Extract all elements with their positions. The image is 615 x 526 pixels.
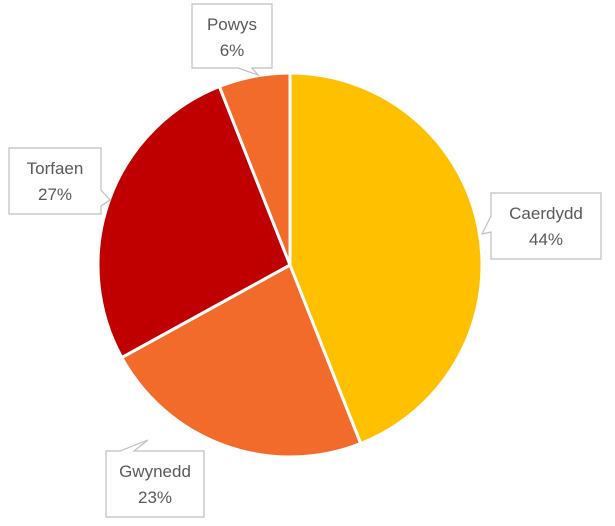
slice-percent-label: 23% <box>138 488 172 507</box>
callout-gwynedd: Gwynedd 23% <box>105 439 205 518</box>
slice-name-label: Torfaen <box>27 159 84 178</box>
callout-box <box>480 192 602 260</box>
pie-slice-powys <box>217 71 292 267</box>
slice-percent-label: 6% <box>220 41 245 60</box>
pie-slice-gwynedd <box>120 263 363 459</box>
callout-caerdydd: Caerdydd 44% <box>480 192 602 260</box>
callout-powys: Powys 6% <box>191 3 273 77</box>
slice-percent-label: 27% <box>38 185 72 204</box>
slice-name-label: Gwynedd <box>119 462 191 481</box>
pie-slice-caerdydd <box>288 71 484 446</box>
pie-callouts: Caerdydd 44% Gwynedd 23% Torfaen 27% Powys 6% <box>8 3 602 518</box>
slice-name-label: Powys <box>207 15 257 34</box>
slice-name-label: Caerdydd <box>509 204 583 223</box>
pie-slices <box>96 71 484 459</box>
callout-box <box>8 147 111 215</box>
callout-box <box>105 439 205 518</box>
slice-percent-label: 44% <box>529 230 563 249</box>
callout-box <box>191 3 273 77</box>
callout-torfaen: Torfaen 27% <box>8 147 111 215</box>
